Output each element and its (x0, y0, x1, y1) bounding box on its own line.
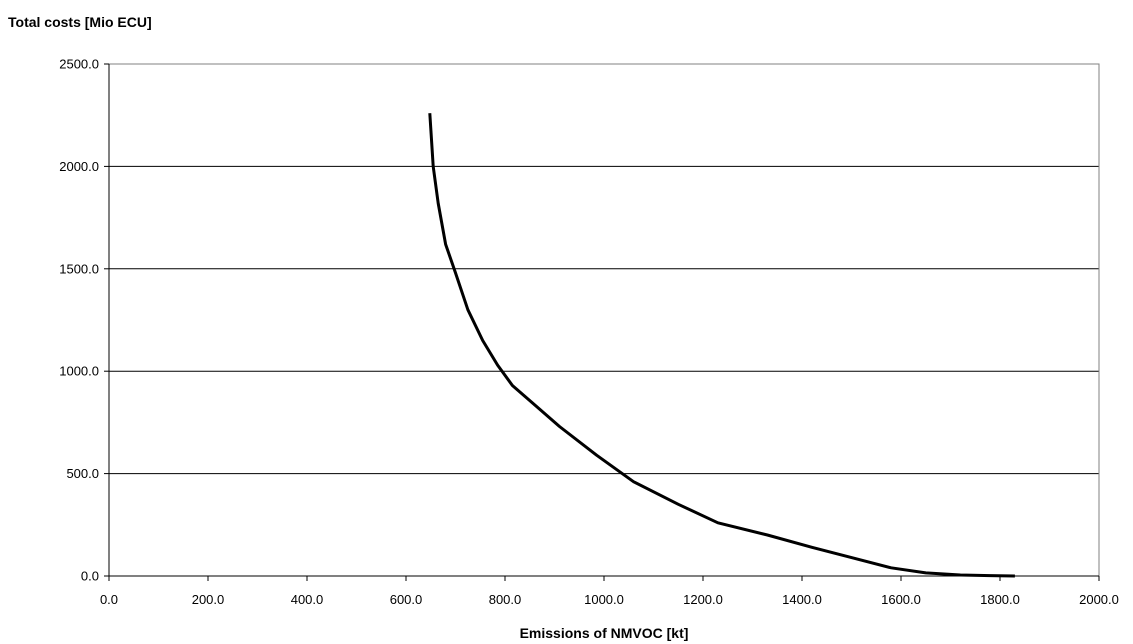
y-axis-title: Total costs [Mio ECU] (8, 14, 152, 30)
x-tick-labels: 0.0 200.0 400.0 600.0 800.0 1000.0 1200.0 1400.… (100, 592, 1119, 607)
y-tick-labels: 0.0 500.0 1000.0 1500.0 2000.0 2500.0 (59, 57, 99, 584)
x-tick-label-0: 0.0 (100, 592, 118, 607)
y-tick-label-5: 2500.0 (59, 57, 99, 72)
plot-area (108, 63, 1100, 577)
x-tick-label-2: 400.0 (291, 592, 324, 607)
y-tick-label-0: 0.0 (81, 569, 99, 584)
x-axis-title: Emissions of NMVOC [kt] (520, 625, 689, 641)
x-tick-label-3: 600.0 (390, 592, 423, 607)
axes (104, 63, 1100, 581)
x-tick-label-6: 1200.0 (683, 592, 723, 607)
x-tick-label-10: 2000.0 (1079, 592, 1119, 607)
y-tick-label-3: 1500.0 (59, 261, 99, 276)
x-tick-label-9: 1800.0 (980, 592, 1020, 607)
series-line (428, 113, 1015, 578)
x-tick-label-5: 1000.0 (584, 592, 624, 607)
y-tick-label-2: 1000.0 (59, 364, 99, 379)
y-tick-label-4: 2000.0 (59, 159, 99, 174)
gridlines (109, 165, 1099, 475)
x-tick-label-1: 200.0 (192, 592, 225, 607)
x-tick-label-7: 1400.0 (782, 592, 822, 607)
x-tick-label-4: 800.0 (489, 592, 522, 607)
x-tick-label-8: 1600.0 (881, 592, 921, 607)
y-tick-label-1: 500.0 (66, 466, 99, 481)
